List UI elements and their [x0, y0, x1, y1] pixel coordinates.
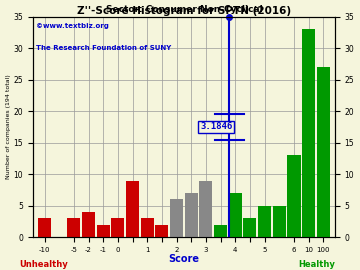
Bar: [38, 218, 51, 237]
Text: Unhealthy: Unhealthy: [19, 260, 68, 269]
Bar: [111, 218, 125, 237]
Title: Z''-Score Histogram for SPTN (2016): Z''-Score Histogram for SPTN (2016): [77, 6, 291, 16]
Bar: [214, 225, 227, 237]
Y-axis label: Number of companies (194 total): Number of companies (194 total): [5, 75, 10, 179]
Bar: [229, 193, 242, 237]
Bar: [155, 225, 168, 237]
Bar: [317, 67, 330, 237]
Bar: [185, 193, 198, 237]
Text: Healthy: Healthy: [298, 260, 335, 269]
Bar: [273, 206, 286, 237]
Bar: [141, 218, 154, 237]
Text: ©www.textbiz.org: ©www.textbiz.org: [36, 23, 109, 29]
Bar: [287, 155, 301, 237]
Bar: [302, 29, 315, 237]
X-axis label: Score: Score: [168, 254, 199, 264]
Bar: [67, 218, 81, 237]
Bar: [82, 212, 95, 237]
Text: The Research Foundation of SUNY: The Research Foundation of SUNY: [36, 45, 171, 51]
Bar: [170, 200, 183, 237]
Text: 3.1846: 3.1846: [200, 123, 232, 131]
Bar: [243, 218, 256, 237]
Bar: [258, 206, 271, 237]
Bar: [126, 181, 139, 237]
Text: Sector: Consumer Non-Cyclical: Sector: Consumer Non-Cyclical: [105, 5, 262, 14]
Bar: [199, 181, 212, 237]
Bar: [96, 225, 110, 237]
